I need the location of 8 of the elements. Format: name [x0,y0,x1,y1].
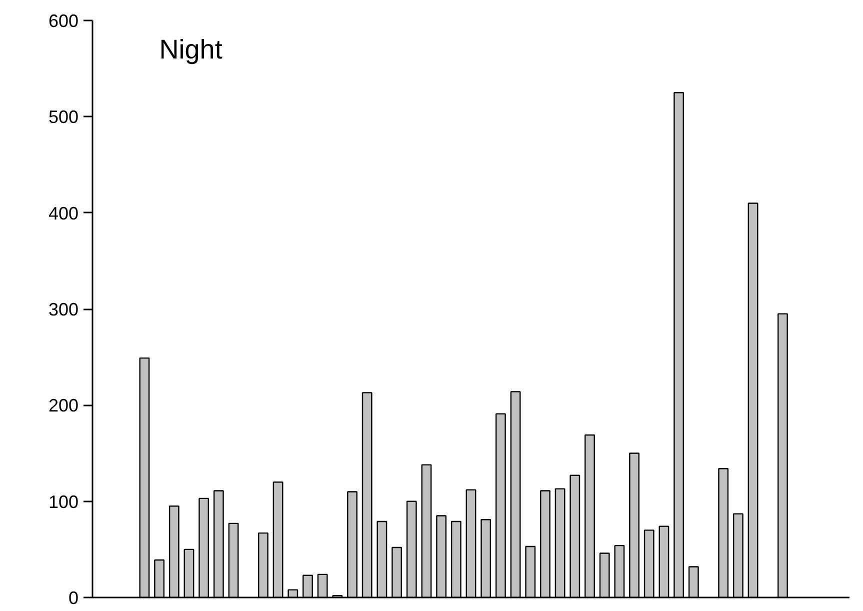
y-tick-label: 0 [68,588,79,608]
y-tick-label: 400 [48,203,79,224]
y-tick-label: 100 [48,492,79,512]
y-tick-label: 200 [48,396,79,416]
y-tick-label: 600 [48,11,79,31]
text: Night [159,34,223,64]
y-tick-label: 300 [48,300,79,320]
y-tick-label: 500 [48,107,79,128]
